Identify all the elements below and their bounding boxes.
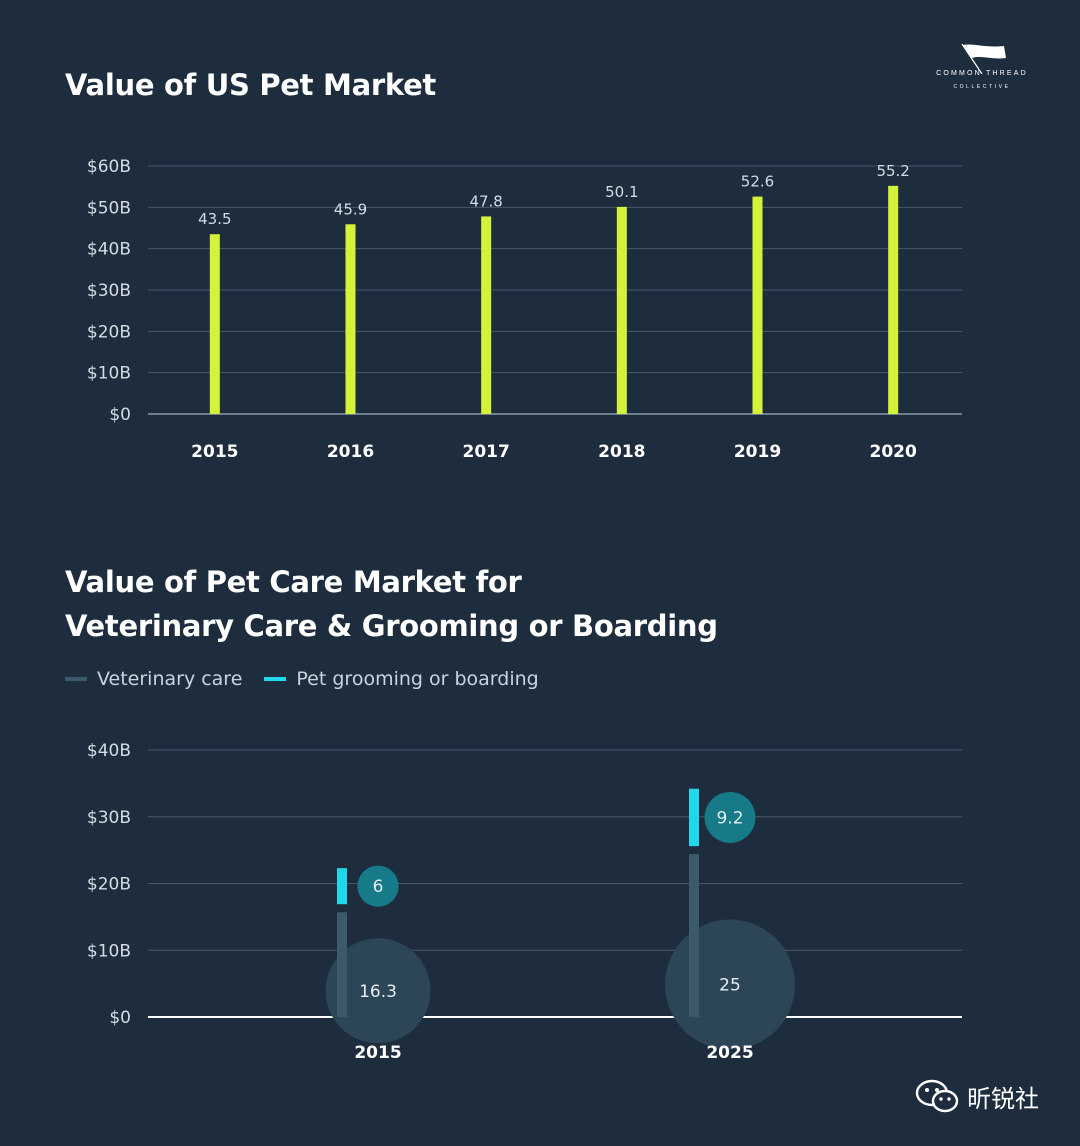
legend-item-groom: Pet grooming or boarding xyxy=(264,668,539,690)
c1-bar xyxy=(752,196,763,414)
c2-ytick-label: $20B xyxy=(87,875,131,895)
c1-value-label: 50.1 xyxy=(605,183,638,201)
c2-groom-label: 9.2 xyxy=(716,808,743,828)
c2-vet-label: 16.3 xyxy=(359,982,397,1002)
c1-ytick-label: $10B xyxy=(87,364,131,384)
c1-value-label: 45.9 xyxy=(334,200,367,218)
c2-groom-bar xyxy=(337,868,347,905)
chart1-title: Value of US Pet Market xyxy=(65,68,436,102)
c1-xtick-label: 2015 xyxy=(191,442,238,462)
c1-ytick-label: $40B xyxy=(87,240,131,260)
brand-sub: COLLECTIVE xyxy=(953,84,1011,90)
chart2-title-line-2: Veterinary Care & Grooming or Boarding xyxy=(65,609,718,643)
c2-ytick-label: $0 xyxy=(109,1008,131,1028)
c2-vet-bubble xyxy=(325,938,431,1044)
chart2-title: Value of Pet Care Market for Veterinary … xyxy=(65,560,718,648)
wechat-icon xyxy=(915,1079,959,1113)
c2-ytick-label: $10B xyxy=(87,941,131,961)
c1-ytick-label: $60B xyxy=(87,157,131,177)
c1-bar xyxy=(345,224,356,414)
c2-ytick-label: $30B xyxy=(87,808,131,828)
c1-bar xyxy=(616,206,627,414)
c1-value-label: 55.2 xyxy=(876,162,909,180)
chart2-title-line-1: Value of Pet Care Market for xyxy=(65,565,522,599)
pet-care-market-chart: $0 $10B $20B $30B $40B 6 16.3 2015 9.2 25 2025 xyxy=(87,741,962,1063)
brand-logo: COMMON THREAD COLLECTIVE xyxy=(922,40,1042,96)
watermark-text: 昕锐社 xyxy=(967,1084,1039,1113)
c1-value-label: 43.5 xyxy=(198,210,231,228)
c2-vet-bar xyxy=(337,912,347,1017)
c1-value-label: 47.8 xyxy=(469,192,502,210)
c1-xtick-label: 2016 xyxy=(327,442,374,462)
chart2-legend: Veterinary care Pet grooming or boarding xyxy=(65,668,539,690)
c2-vet-bar xyxy=(689,854,699,1017)
c1-bar xyxy=(209,234,220,414)
c1-xtick-label: 2020 xyxy=(870,442,917,462)
legend-swatch-vet xyxy=(65,677,87,681)
c1-value-label: 52.6 xyxy=(741,173,774,191)
legend-label-vet: Veterinary care xyxy=(97,668,243,690)
c2-groom-bubble xyxy=(704,791,756,843)
c1-bar xyxy=(888,185,899,414)
flag-icon xyxy=(961,43,1006,75)
c1-ytick-label: $50B xyxy=(87,198,131,218)
c2-ytick-label: $40B xyxy=(87,741,131,761)
c1-ytick-label: $30B xyxy=(87,281,131,301)
us-pet-market-chart: $0 $10B $20B $30B $40B $50B $60B 43.5 2015 45.9 2… xyxy=(87,157,962,462)
c2-xtick-label: 2025 xyxy=(706,1043,753,1063)
legend-item-vet: Veterinary care xyxy=(65,668,242,690)
legend-swatch-groom xyxy=(264,677,287,681)
c2-groom-label: 6 xyxy=(373,877,384,897)
c2-vet-label: 25 xyxy=(719,976,741,996)
c1-xtick-label: 2019 xyxy=(734,442,781,462)
c2-xtick-label: 2015 xyxy=(354,1043,401,1063)
watermark: 昕锐社 xyxy=(915,1078,1039,1114)
c2-groom-bar xyxy=(689,788,699,847)
c1-ytick-label: $0 xyxy=(109,405,131,425)
c1-bar xyxy=(481,216,492,414)
legend-label-groom: Pet grooming or boarding xyxy=(296,668,539,690)
c1-xtick-label: 2017 xyxy=(463,442,510,462)
c1-ytick-label: $20B xyxy=(87,322,131,342)
brand-name: COMMON THREAD xyxy=(936,70,1028,77)
c2-groom-bubble xyxy=(357,865,399,907)
c1-xtick-label: 2018 xyxy=(598,442,645,462)
